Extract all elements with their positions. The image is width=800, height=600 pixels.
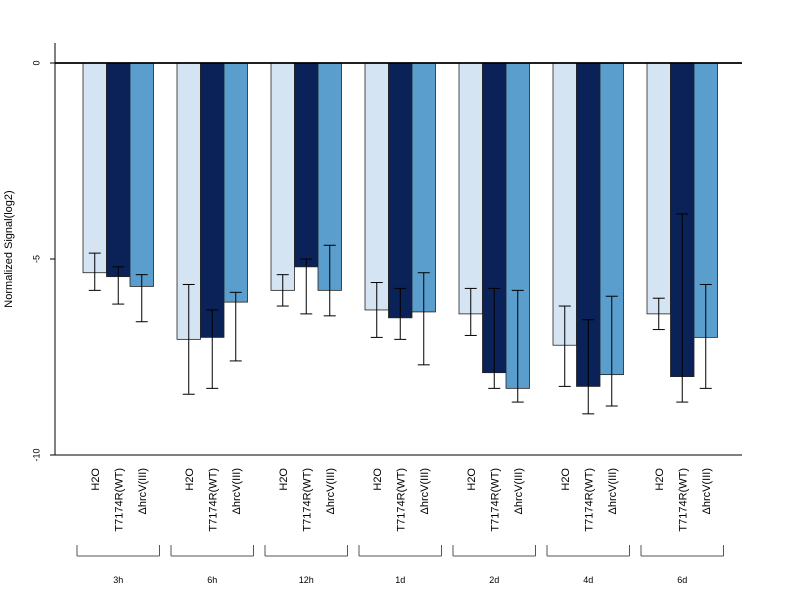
bar [552, 62, 577, 346]
x-tick-label: T7174R(WT) [489, 468, 501, 532]
chart-axes: 0 -5 -10 [31, 43, 742, 462]
y-tick-label: -10 [31, 448, 41, 461]
group-label: 6d [677, 575, 687, 585]
bar [223, 62, 248, 303]
group-label: 4d [583, 575, 593, 585]
bar [82, 62, 107, 274]
bar [364, 62, 389, 311]
y-tick-label: -5 [31, 255, 41, 263]
x-tick-label: ΔhrcV(III) [231, 468, 243, 514]
x-tick-label: T7174R(WT) [207, 468, 219, 532]
chart-group-labels: 3h 6h 12h 1d 2d 4d 6d [76, 545, 724, 585]
group-label: 12h [299, 575, 314, 585]
bar [294, 62, 319, 268]
x-tick-label: T7174R(WT) [113, 468, 125, 532]
bar [129, 62, 154, 287]
y-tick-label: 0 [31, 60, 41, 65]
x-tick-label: H2O [466, 468, 478, 491]
chart-x-labels: H2O T7174R(WT) ΔhrcV(III) H2O T7174R(WT) Δhrc… [90, 468, 713, 532]
group-label: 3h [113, 575, 123, 585]
group-label: 6h [207, 575, 217, 585]
x-tick-label: H2O [90, 468, 102, 491]
x-tick-label: T7174R(WT) [583, 468, 595, 532]
x-tick-label: H2O [654, 468, 666, 491]
bar [106, 62, 131, 278]
y-axis-label: Normalized Signal(log2) [3, 190, 15, 307]
group-label: 2d [489, 575, 499, 585]
chart-error-bars [55, 62, 742, 415]
x-tick-label: H2O [372, 468, 384, 491]
x-tick-label: T7174R(WT) [301, 468, 313, 532]
bar [388, 62, 413, 319]
group-label: 1d [395, 575, 405, 585]
x-tick-label: H2O [560, 468, 572, 491]
chart-bars [82, 62, 718, 389]
x-tick-label: ΔhrcV(III) [137, 468, 149, 514]
x-tick-label: ΔhrcV(III) [513, 468, 525, 514]
x-tick-label: H2O [184, 468, 196, 491]
x-tick-label: T7174R(WT) [677, 468, 689, 532]
bar [646, 62, 671, 315]
x-tick-label: H2O [278, 468, 290, 491]
bar [270, 62, 295, 291]
bar [458, 62, 483, 315]
x-tick-label: ΔhrcV(III) [701, 468, 713, 514]
x-tick-label: ΔhrcV(III) [607, 468, 619, 514]
x-tick-label: T7174R(WT) [395, 468, 407, 532]
x-tick-label: ΔhrcV(III) [419, 468, 431, 514]
bar [200, 62, 225, 338]
x-tick-label: ΔhrcV(III) [325, 468, 337, 514]
